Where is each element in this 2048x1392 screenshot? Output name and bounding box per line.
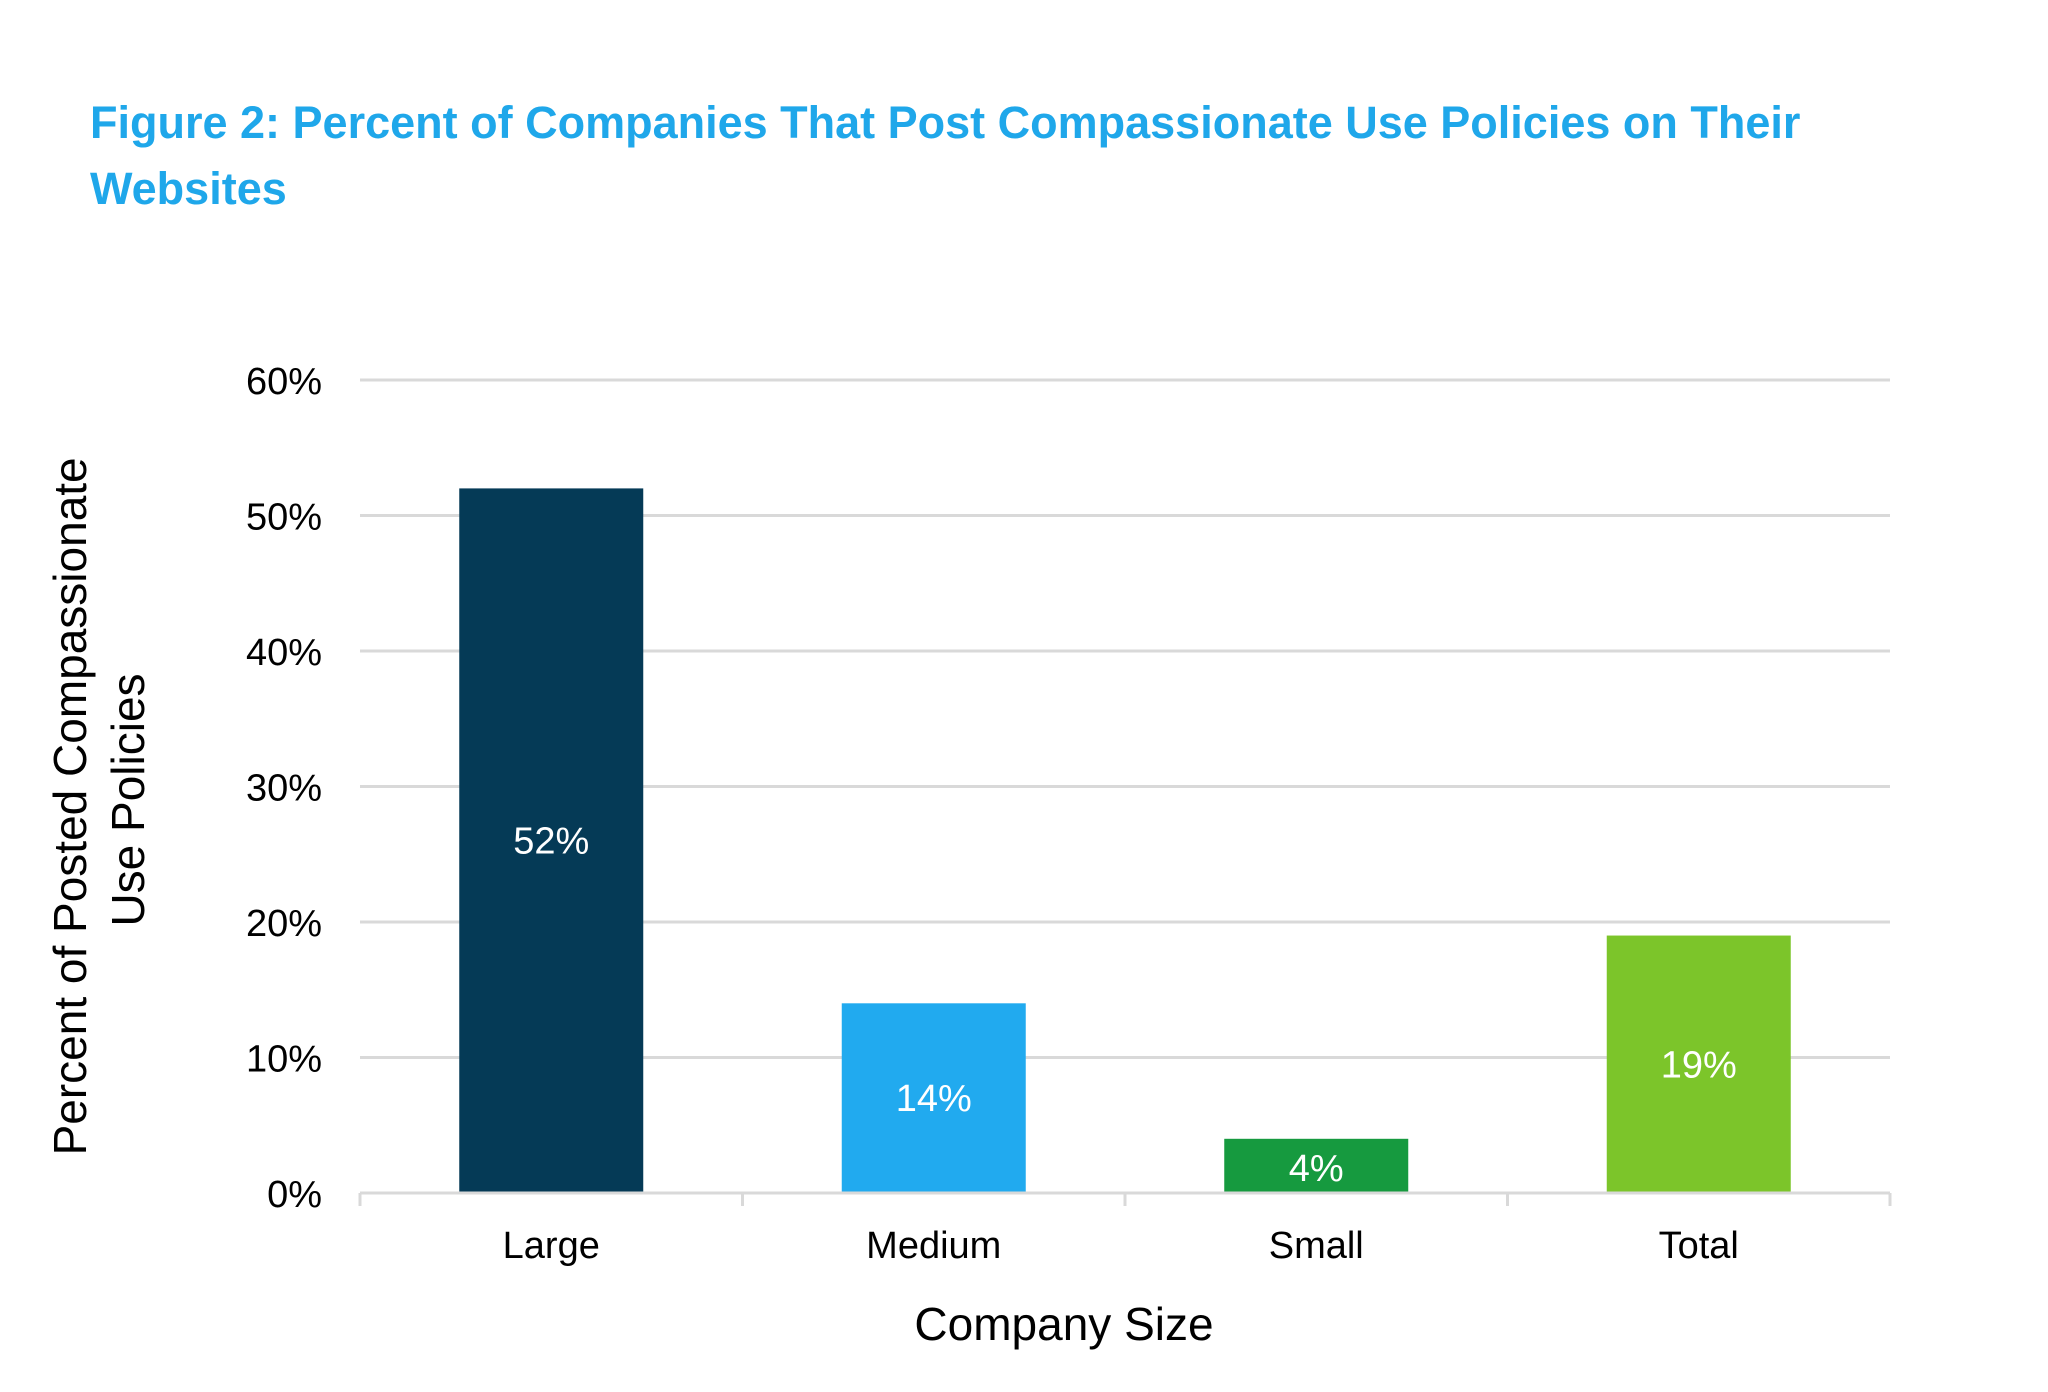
bar-small — [1224, 1138, 1409, 1193]
x-axis-title: Company Size — [914, 1298, 1213, 1350]
x-tick-label: Medium — [866, 1225, 1001, 1267]
data-label: 14% — [896, 1078, 972, 1120]
y-tick-label: 0% — [267, 1174, 322, 1216]
x-axis — [358, 1191, 1892, 1206]
y-axis-title-line-1: Percent of Posted Compassionate — [44, 457, 96, 1155]
y-tick-label: 40% — [246, 632, 322, 674]
y-tick-label: 30% — [246, 768, 322, 810]
y-axis-title-line-2: Use Policies — [102, 673, 154, 926]
figure-title: Figure 2: Percent of Companies That Post… — [90, 97, 1801, 214]
y-axis-title: Percent of Posted Compassionate Use Poli… — [44, 445, 154, 1156]
bar-medium — [841, 1003, 1026, 1193]
data-labels: 52% 14% 4% 19% — [513, 821, 1737, 1190]
y-tick-label: 20% — [246, 903, 322, 945]
x-tick-labels: Large Medium Small Total — [503, 1225, 1739, 1267]
y-tick-labels: 0% 10% 20% 30% 40% 50% 60% — [246, 361, 322, 1216]
x-tick-label: Large — [503, 1225, 600, 1267]
bars — [459, 488, 1791, 1193]
y-tick-label: 10% — [246, 1039, 322, 1081]
bar-large — [459, 488, 644, 1193]
data-label: 19% — [1661, 1044, 1737, 1086]
x-tick-label: Total — [1659, 1225, 1739, 1267]
y-tick-label: 50% — [246, 497, 322, 539]
data-label: 4% — [1289, 1148, 1344, 1190]
y-tick-label: 60% — [246, 361, 322, 403]
data-label: 52% — [513, 821, 589, 863]
bar-total — [1606, 935, 1791, 1193]
x-tick-label: Small — [1269, 1225, 1364, 1267]
